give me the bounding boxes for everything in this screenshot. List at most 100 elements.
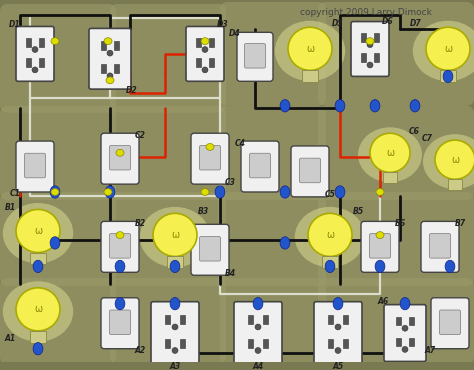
Ellipse shape	[295, 207, 365, 267]
Ellipse shape	[445, 260, 455, 273]
Bar	[247, 339, 253, 347]
Bar	[264, 339, 268, 347]
FancyBboxPatch shape	[110, 4, 226, 112]
FancyBboxPatch shape	[200, 145, 220, 170]
Circle shape	[32, 67, 38, 73]
Bar	[448, 179, 462, 190]
Text: ω: ω	[386, 148, 394, 158]
Ellipse shape	[215, 186, 225, 198]
Ellipse shape	[3, 203, 73, 263]
Ellipse shape	[358, 127, 422, 182]
Text: ω: ω	[326, 230, 334, 240]
Text: ω: ω	[306, 44, 314, 54]
Bar	[100, 64, 106, 73]
Bar	[374, 33, 379, 42]
Text: A1: A1	[4, 334, 16, 343]
Circle shape	[370, 133, 410, 172]
FancyBboxPatch shape	[109, 233, 130, 258]
Bar	[100, 41, 106, 50]
FancyBboxPatch shape	[249, 153, 271, 178]
Bar	[264, 315, 268, 324]
FancyBboxPatch shape	[109, 145, 130, 170]
Bar	[38, 58, 44, 67]
Text: D7: D7	[410, 19, 422, 28]
Text: D1: D1	[9, 20, 21, 29]
Ellipse shape	[51, 38, 59, 44]
FancyBboxPatch shape	[200, 236, 220, 261]
Bar	[114, 64, 119, 73]
Ellipse shape	[423, 134, 474, 189]
Bar	[410, 316, 414, 325]
Ellipse shape	[375, 260, 385, 273]
Circle shape	[32, 47, 38, 53]
FancyBboxPatch shape	[314, 302, 362, 364]
Circle shape	[153, 213, 197, 256]
Text: B1: B1	[4, 203, 16, 212]
Bar	[440, 70, 456, 82]
FancyBboxPatch shape	[220, 2, 326, 106]
Bar	[328, 339, 333, 347]
Text: C1: C1	[9, 189, 20, 198]
FancyBboxPatch shape	[0, 192, 116, 286]
Ellipse shape	[376, 189, 384, 195]
Bar	[247, 315, 253, 324]
FancyBboxPatch shape	[291, 146, 329, 197]
Circle shape	[202, 47, 208, 53]
Ellipse shape	[376, 232, 384, 239]
FancyBboxPatch shape	[361, 221, 399, 272]
FancyBboxPatch shape	[110, 192, 226, 286]
Ellipse shape	[280, 186, 290, 198]
FancyBboxPatch shape	[429, 233, 450, 258]
Text: A5: A5	[332, 362, 344, 370]
FancyBboxPatch shape	[0, 106, 116, 200]
FancyBboxPatch shape	[351, 21, 389, 76]
Circle shape	[367, 42, 373, 48]
Circle shape	[172, 347, 178, 353]
Text: C6: C6	[409, 127, 419, 136]
Ellipse shape	[104, 189, 112, 195]
Ellipse shape	[400, 297, 410, 310]
Circle shape	[16, 288, 60, 331]
FancyBboxPatch shape	[237, 32, 273, 81]
FancyBboxPatch shape	[318, 192, 474, 286]
Circle shape	[402, 325, 408, 331]
Ellipse shape	[325, 260, 335, 273]
FancyBboxPatch shape	[101, 298, 139, 349]
Bar	[164, 339, 170, 347]
FancyBboxPatch shape	[16, 141, 54, 192]
Bar	[344, 315, 348, 324]
Bar	[30, 252, 46, 265]
Circle shape	[426, 27, 470, 70]
Text: C4: C4	[235, 138, 246, 148]
Ellipse shape	[335, 186, 345, 198]
Text: A7: A7	[424, 346, 436, 355]
FancyBboxPatch shape	[109, 310, 130, 334]
FancyBboxPatch shape	[318, 106, 474, 200]
Ellipse shape	[370, 100, 380, 112]
Bar	[209, 58, 214, 67]
Text: A2: A2	[135, 346, 146, 355]
Ellipse shape	[280, 100, 290, 112]
Circle shape	[255, 347, 261, 353]
Circle shape	[255, 324, 261, 330]
Text: C3: C3	[225, 178, 236, 187]
FancyBboxPatch shape	[220, 278, 326, 364]
FancyBboxPatch shape	[0, 4, 116, 112]
Ellipse shape	[170, 297, 180, 310]
FancyBboxPatch shape	[439, 310, 461, 334]
Bar	[164, 315, 170, 324]
FancyBboxPatch shape	[0, 278, 116, 364]
Bar	[344, 339, 348, 347]
Bar	[114, 41, 119, 50]
Ellipse shape	[3, 281, 73, 342]
FancyBboxPatch shape	[421, 221, 459, 272]
Text: ω: ω	[451, 155, 459, 165]
Text: B5: B5	[353, 207, 364, 216]
Ellipse shape	[335, 100, 345, 112]
FancyBboxPatch shape	[25, 153, 46, 178]
Bar	[361, 33, 366, 42]
Circle shape	[172, 324, 178, 330]
Ellipse shape	[201, 38, 209, 44]
Circle shape	[288, 27, 332, 70]
Bar	[374, 53, 379, 62]
